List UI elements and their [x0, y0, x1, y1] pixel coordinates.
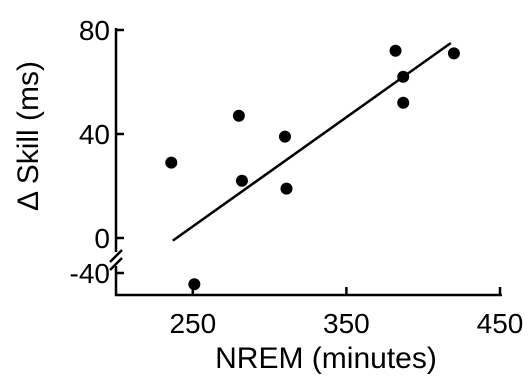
- x-tick-label: 350: [323, 308, 370, 339]
- trend-line-group: [172, 41, 452, 242]
- data-point: [447, 47, 460, 60]
- axes: [109, 28, 502, 297]
- x-tick-label: 250: [169, 308, 216, 339]
- tick-labels: -40 0 40 80 250 350 450: [70, 15, 524, 339]
- axis-break-mark: [109, 257, 123, 271]
- y-tick-label: -40: [70, 258, 110, 289]
- data-point: [397, 96, 410, 109]
- y-axis-label: Δ Skill (ms): [12, 61, 45, 211]
- y-tick-label: 0: [94, 223, 110, 254]
- data-point: [232, 109, 245, 122]
- data-point: [389, 44, 402, 57]
- data-point: [188, 278, 201, 291]
- data-point: [235, 174, 248, 187]
- x-axis-label: NREM (minutes): [215, 342, 437, 375]
- data-point: [278, 130, 291, 143]
- trend-line: [172, 41, 452, 242]
- data-point: [280, 182, 293, 195]
- axis-break-mark: [109, 249, 123, 263]
- data-points: [165, 44, 460, 291]
- y-tick-label: 40: [79, 119, 110, 150]
- data-point: [165, 156, 178, 169]
- y-tick-label: 80: [79, 15, 110, 46]
- x-tick-label: 450: [477, 308, 524, 339]
